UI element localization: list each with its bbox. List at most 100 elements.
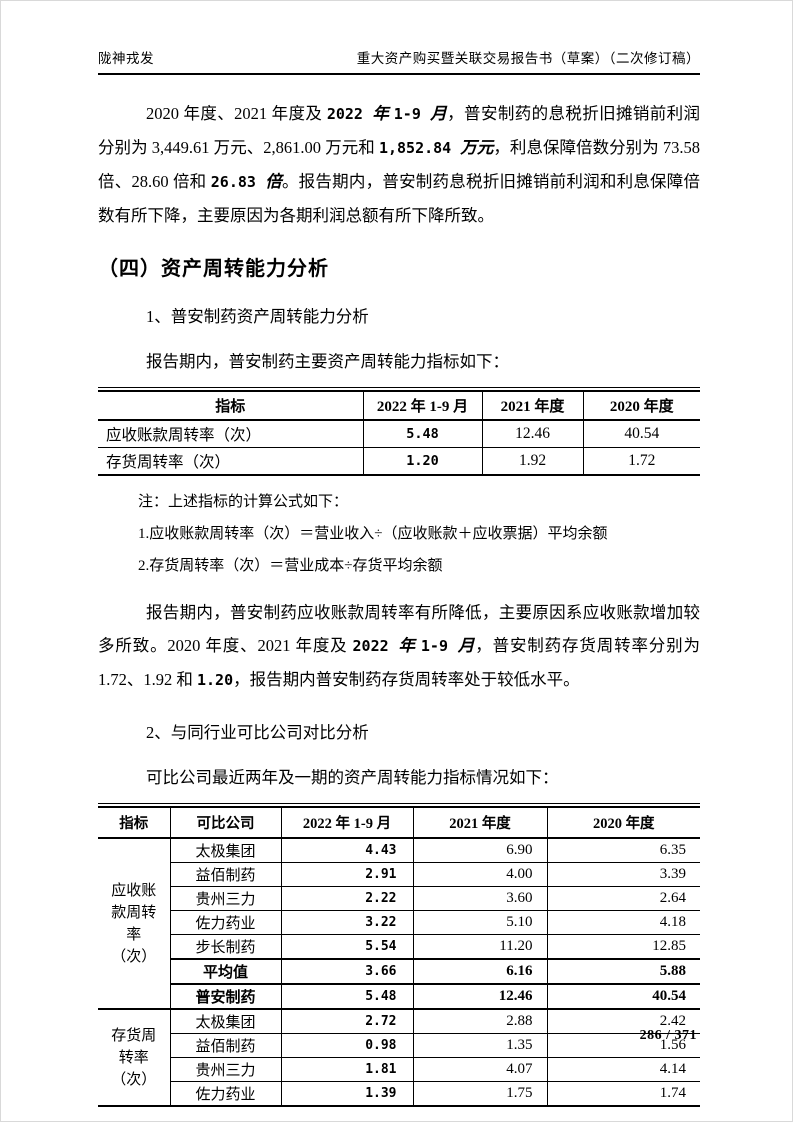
table-header-cell: 2021 年度: [481, 390, 584, 421]
value-cell-2022: 1.81: [280, 1057, 414, 1082]
table2-intro: 可比公司最近两年及一期的资产周转能力指标情况如下：: [146, 768, 559, 787]
table-header-cell: 2022 年 1-9 月: [362, 390, 483, 421]
metric-cell: 应收账款周转率（次）: [98, 419, 364, 448]
table-row: 贵州三力 1.81 4.07 4.14: [98, 1057, 700, 1082]
running-header: 陇神戎发 重大资产购买暨关联交易报告书（草案）（二次修订稿）: [98, 0, 700, 67]
page-number: 286 / 371: [639, 1028, 697, 1043]
note-line: 2.存货周转率（次）＝营业成本÷存货平均余额: [138, 558, 443, 574]
table-header-row: 指标 2022 年 1-9 月 2021 年度 2020 年度: [98, 390, 700, 421]
turnover-table-wrapper: 指标 2022 年 1-9 月 2021 年度 2020 年度 应收账款周转率（次） 5…: [98, 387, 700, 476]
table-row: 贵州三力 2.22 3.60 2.64: [98, 886, 700, 911]
table1-intro: 报告期内，普安制药主要资产周转能力指标如下：: [146, 352, 509, 371]
value-cell-2020: 40.54: [546, 983, 700, 1010]
value-cell-2022: 3.66: [280, 958, 414, 985]
table-row: 应收账款周转率（次） 5.48 12.46 40.54: [98, 419, 700, 448]
value-cell-2020: 40.54: [582, 419, 700, 448]
header-document-title: 重大资产购买暨关联交易报告书（草案）（二次修订稿）: [356, 51, 700, 66]
table-header-cell: 2020 年度: [582, 390, 700, 421]
value-cell-2022: 4.43: [280, 837, 414, 863]
company-cell: 益佰制药: [169, 862, 282, 887]
table-header-cell: 可比公司: [169, 806, 282, 839]
comparison-table: 指标 可比公司 2022 年 1-9 月 2021 年度 2020 年度 应收账款周转率…: [98, 806, 700, 1107]
table-header-row: 指标 可比公司 2022 年 1-9 月 2021 年度 2020 年度: [98, 806, 700, 839]
value-cell-2022: 3.22: [280, 910, 414, 935]
company-cell: 佐力药业: [169, 1081, 282, 1107]
text-segment: ，报告期内普安制药存货周转率处于较低水平。: [233, 670, 580, 689]
table-header-cell: 指标: [98, 390, 364, 421]
text-segment: 万元: [460, 138, 494, 157]
value-cell-2021: 12.46: [412, 983, 548, 1010]
value-cell-2021: 4.00: [412, 862, 548, 887]
table-row: 步长制药 5.54 11.20 12.85: [98, 934, 700, 960]
value-cell-2021: 6.90: [412, 837, 548, 863]
value-cell-2021: 5.10: [412, 910, 548, 935]
company-cell: 贵州三力: [169, 1057, 282, 1082]
metric-group-label: 存货周转率（次）: [98, 1008, 171, 1107]
text-segment: 报告期内，普安制药应收账款周转率有所降低，主要原因系应收账款增加较多所致。202…: [98, 603, 700, 655]
header-company-name: 陇神戎发: [98, 51, 154, 66]
value-cell-2020: 1.72: [582, 447, 700, 476]
company-cell: 步长制药: [169, 934, 282, 960]
value-cell-2021: 1.75: [412, 1081, 548, 1107]
value-cell-2022: 1.39: [280, 1081, 414, 1107]
company-cell: 太极集团: [169, 1008, 282, 1034]
value-cell-2020: 12.85: [546, 934, 700, 960]
table-header-cell: 2021 年度: [412, 806, 548, 839]
text-segment: 年: [398, 636, 421, 655]
text-segment: 2020 年度、2021 年度及: [146, 104, 327, 123]
value-cell-2022: 1.20: [362, 447, 483, 476]
table-row: 存货周转率（次） 1.20 1.92 1.72: [98, 447, 700, 476]
value-cell-2021: 12.46: [481, 419, 584, 448]
table-header-cell: 2022 年 1-9 月: [280, 806, 414, 839]
table-row: 益佰制药 2.91 4.00 3.39: [98, 862, 700, 887]
text-segment: 年: [372, 104, 394, 123]
paragraph-turnover-analysis: 报告期内，普安制药应收账款周转率有所降低，主要原因系应收账款增加较多所致。202…: [98, 596, 700, 697]
text-segment: 26.83: [210, 173, 266, 191]
table-row: 平均值 3.66 6.16 5.88: [98, 958, 700, 985]
section-heading: （四）资产周转能力分析: [98, 258, 329, 280]
notes-block: 注：上述指标的计算公式如下： 1.应收账款周转率（次）＝营业收入÷（应收账款＋应…: [98, 486, 700, 582]
text-segment: 1-9: [420, 637, 458, 655]
value-cell-2022: 5.54: [280, 934, 414, 960]
table-row: 普安制药 5.48 12.46 40.54: [98, 983, 700, 1010]
comparison-table-wrapper: 指标 可比公司 2022 年 1-9 月 2021 年度 2020 年度 应收账款周转率…: [98, 803, 700, 1107]
company-cell: 贵州三力: [169, 886, 282, 911]
table-row: 益佰制药 0.98 1.35 1.56: [98, 1033, 700, 1058]
value-cell-2022: 5.48: [362, 419, 483, 448]
subsection-heading-1: 1、普安制药资产周转能力分析: [146, 307, 369, 326]
metric-cell: 存货周转率（次）: [98, 447, 364, 476]
text-segment: 2022: [326, 105, 373, 123]
table-header-cell: 指标: [98, 806, 171, 839]
value-cell-2020: 1.74: [546, 1081, 700, 1107]
value-cell-2021: 3.60: [412, 886, 548, 911]
turnover-table: 指标 2022 年 1-9 月 2021 年度 2020 年度 应收账款周转率（次） 5…: [98, 390, 700, 476]
table-row: 佐力药业 3.22 5.10 4.18: [98, 910, 700, 935]
text-segment: 月: [430, 104, 448, 123]
text-segment: 1.20: [197, 671, 234, 689]
table-header-cell: 2020 年度: [546, 806, 700, 839]
value-cell-2022: 2.72: [280, 1008, 414, 1034]
value-cell-2021: 4.07: [412, 1057, 548, 1082]
value-cell-2021: 11.20: [412, 934, 548, 960]
text-segment: 2022: [352, 637, 399, 655]
text-segment: 月: [457, 636, 476, 655]
table-row: 存货周转率（次） 太极集团 2.72 2.88 2.42: [98, 1008, 700, 1107]
company-cell: 普安制药: [169, 983, 282, 1010]
paragraph-ebitda: 2020 年度、2021 年度及 2022 年 1-9 月，普安制药的息税折旧摊…: [98, 97, 700, 232]
company-cell: 益佰制药: [169, 1033, 282, 1058]
text-segment: 1-9: [393, 105, 431, 123]
text-segment: ，利息保障倍数分别为 73.58 倍、28.60 倍和: [98, 138, 701, 191]
company-cell: 平均值: [169, 958, 282, 985]
company-cell: 太极集团: [169, 837, 282, 863]
value-cell-2021: 6.16: [412, 958, 548, 985]
value-cell-2020: 2.42: [546, 1008, 700, 1034]
text-segment: 。报告期内，普安制药息税折旧摊销前利润和利息保障倍数有所下降，主要原因为各期利润…: [98, 172, 701, 225]
value-cell-2022: 0.98: [280, 1033, 414, 1058]
text-segment: ，普安制药的息税折旧摊销前利润分别为 3,449.61 万元、2,861.00 …: [98, 104, 701, 157]
value-cell-2020: 6.35: [546, 837, 700, 863]
table-row: 佐力药业 1.39 1.75 1.74: [98, 1081, 700, 1107]
value-cell-2021: 1.92: [481, 447, 584, 476]
value-cell-2020: 4.18: [546, 910, 700, 935]
value-cell-2022: 2.22: [280, 886, 414, 911]
